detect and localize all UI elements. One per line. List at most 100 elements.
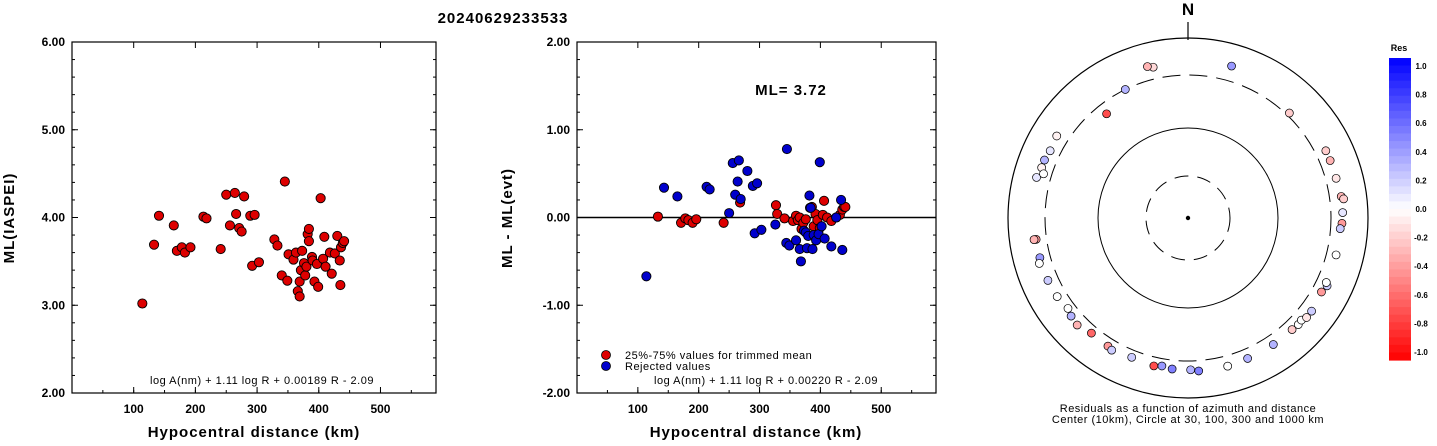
data-point xyxy=(816,221,827,232)
data-point xyxy=(826,241,837,252)
data-point xyxy=(672,191,683,202)
x-axis-title-magnitude: Hypocentral distance (km) xyxy=(148,424,361,441)
colorbar-segment xyxy=(1389,186,1411,195)
station-marker xyxy=(1120,85,1130,94)
colorbar-tick-label: 0.0 xyxy=(1415,205,1427,214)
colorbar-scale: 1.0 0.8 0.6 0.4 0.2 0.0 -0.2 -0.4 -0.6 -0.8 -1.0 xyxy=(1389,58,1428,361)
colorbar-segment xyxy=(1389,80,1411,89)
colorbar-segment xyxy=(1389,231,1411,240)
station-marker xyxy=(1227,61,1236,71)
colorbar-segment xyxy=(1389,156,1411,165)
colorbar-segment xyxy=(1389,337,1411,346)
station-marker xyxy=(1302,313,1311,322)
station-marker xyxy=(1072,320,1082,330)
colorbar-segment xyxy=(1389,95,1411,104)
data-point xyxy=(303,223,314,234)
circle-300km xyxy=(1044,74,1332,362)
data-point xyxy=(752,178,763,189)
colorbar-segment xyxy=(1389,125,1411,135)
station-marker xyxy=(1043,276,1053,285)
north-label: N xyxy=(1182,0,1194,19)
colorbar-segment xyxy=(1389,352,1411,361)
data-point xyxy=(691,214,702,225)
panel-azimuth: N Residuals as a function of azimuth and… xyxy=(1007,0,1369,426)
colorbar-segment xyxy=(1389,299,1411,308)
data-point xyxy=(831,212,842,223)
data-point xyxy=(819,233,830,244)
colorbar-segment xyxy=(1389,344,1411,354)
data-point xyxy=(795,256,806,267)
station-marker xyxy=(1287,325,1297,334)
station-marker xyxy=(1149,361,1159,371)
station-marker xyxy=(1307,306,1316,316)
colorbar-title: Res xyxy=(1391,43,1408,53)
legend-marker-trimmed xyxy=(601,350,611,360)
data-point xyxy=(315,193,326,204)
colorbar-segment xyxy=(1389,201,1411,210)
formula-residual: log A(nm) + 1.11 log R + 0.00220 R - 2.0… xyxy=(654,375,878,387)
station-marker xyxy=(1087,328,1096,338)
data-point xyxy=(770,219,781,230)
data-point xyxy=(837,244,848,256)
x-tick-label: 300 xyxy=(247,402,267,416)
station-marker xyxy=(1331,173,1341,183)
y-tick-label: 1.00 xyxy=(547,123,571,137)
y-tick-label: 0.00 xyxy=(547,211,571,225)
data-point xyxy=(724,208,735,219)
station-marker xyxy=(1285,108,1294,118)
data-point xyxy=(772,208,783,220)
data-point xyxy=(253,257,264,268)
colorbar-segment xyxy=(1389,329,1411,338)
data-point xyxy=(168,220,179,231)
data-point xyxy=(224,220,235,231)
colorbar-tick-label: 0.6 xyxy=(1415,119,1427,128)
y-tick-label: 6.00 xyxy=(42,35,66,49)
colorbar-tick-label: -0.6 xyxy=(1414,291,1428,300)
data-point xyxy=(818,195,830,206)
x-tick-label: 400 xyxy=(810,402,830,416)
station-marker xyxy=(1167,364,1177,374)
station-marker xyxy=(1127,352,1137,362)
data-point xyxy=(658,182,670,193)
data-point xyxy=(781,144,792,155)
legend-marker-rejected xyxy=(601,361,611,371)
colorbar-tick-label: -0.4 xyxy=(1414,262,1428,271)
station-marker xyxy=(1335,224,1345,233)
colorbar-segment xyxy=(1389,110,1411,119)
data-point xyxy=(297,245,308,256)
data-point xyxy=(282,275,293,286)
station-marker xyxy=(1029,235,1039,244)
axes-residual: 100 200 300 400 500 -2.00 -1.00 0.00 1.00 2.00 xyxy=(543,35,936,416)
data-point xyxy=(836,194,847,205)
colorbar-segment xyxy=(1389,276,1411,286)
data-point xyxy=(300,270,311,281)
colorbar-segment xyxy=(1389,209,1411,218)
y-tick-label: 4.00 xyxy=(42,211,66,225)
data-point xyxy=(236,226,247,237)
colorbar-segment xyxy=(1389,239,1411,248)
x-axis-title-residual: Hypocentral distance (km) xyxy=(650,424,863,441)
station-marker xyxy=(1052,131,1062,141)
data-point xyxy=(804,190,815,201)
colorbar-segment xyxy=(1389,216,1411,225)
station-marker xyxy=(1063,304,1073,313)
y-axis-title-residual: ML - ML(evt) xyxy=(499,168,516,268)
data-point xyxy=(329,248,340,259)
data-point xyxy=(153,210,165,221)
colorbar-segment xyxy=(1389,307,1411,316)
colorbar-segment xyxy=(1389,246,1411,255)
colorbar-segment xyxy=(1389,65,1411,74)
x-tick-label: 100 xyxy=(628,402,648,416)
legend-label-rejected: Rejected values xyxy=(625,361,711,373)
colorbar-segment xyxy=(1389,88,1411,97)
data-point xyxy=(137,298,148,309)
x-tick-label: 500 xyxy=(370,402,390,416)
data-point xyxy=(704,184,715,195)
data-point xyxy=(784,240,795,251)
y-tick-label: 2.00 xyxy=(42,386,66,400)
panel-magnitude: 100 200 300 400 500 2.00 3.00 4.00 5.00 6.00 log … xyxy=(1,35,437,441)
data-point xyxy=(805,202,816,213)
x-tick-label: 400 xyxy=(309,402,329,416)
data-point xyxy=(718,217,729,228)
station-marker xyxy=(1039,169,1048,179)
